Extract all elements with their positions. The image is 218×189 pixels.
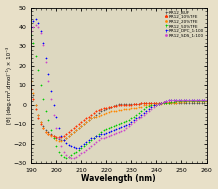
RR12_SDS_1:100 xyxy=(30,30,32,32)
RR12_20%TFE xyxy=(198,100,200,102)
RR12_SDS_1:100 xyxy=(120,130,123,132)
RR12_SDS_1:100 xyxy=(140,115,143,118)
RR12_SDS_1:100 xyxy=(35,24,37,26)
RR12_DPC_1:100 xyxy=(30,26,32,28)
RR12_SDS_1:100 xyxy=(205,99,208,101)
RR12_10%TFE xyxy=(82,119,85,122)
RR12_10%TFE xyxy=(198,100,200,102)
RR12_DPC_1:100 xyxy=(120,126,123,128)
RR12_BUF xyxy=(60,139,62,141)
RR12_20%TFE xyxy=(165,102,168,104)
RR12_10%TFE xyxy=(55,136,57,138)
RR12_SDS_1:100 xyxy=(193,99,195,101)
RR12_50%TFE xyxy=(198,100,200,102)
RR12_20%TFE xyxy=(138,106,140,108)
RR12_50%TFE xyxy=(138,112,140,114)
Y-axis label: [θ] (deg.cm².dmol⁻¹) × 10⁻³: [θ] (deg.cm².dmol⁻¹) × 10⁻³ xyxy=(5,47,12,124)
RR12_BUF xyxy=(35,104,37,106)
RR12_10%TFE xyxy=(118,104,120,106)
RR12_50%TFE xyxy=(30,34,32,36)
RR12_BUF xyxy=(30,84,32,87)
RR12_10%TFE xyxy=(30,88,32,90)
RR12_BUF xyxy=(205,102,208,104)
RR12_DPC_1:100 xyxy=(200,99,203,101)
RR12_10%TFE xyxy=(165,101,168,103)
RR12_SDS_1:100 xyxy=(57,137,60,139)
RR12_DPC_1:100 xyxy=(193,99,195,101)
Line: RR12_BUF: RR12_BUF xyxy=(30,84,207,141)
RR12_50%TFE xyxy=(205,100,208,102)
RR12_10%TFE xyxy=(138,103,140,105)
RR12_20%TFE xyxy=(205,100,208,102)
Legend: RR12_BUF, RR12_10%TFE, RR12_20%TFE, RR12_50%TFE, RR12_DPC_1:100, RR12_SDS_1:100: RR12_BUF, RR12_10%TFE, RR12_20%TFE, RR12… xyxy=(165,10,204,38)
RR12_50%TFE xyxy=(65,157,67,160)
RR12_BUF xyxy=(82,123,85,125)
RR12_SDS_1:100 xyxy=(70,157,72,160)
RR12_50%TFE xyxy=(165,102,168,104)
RR12_50%TFE xyxy=(118,123,120,125)
RR12_BUF xyxy=(165,102,168,104)
RR12_20%TFE xyxy=(30,80,32,83)
Line: RR12_SDS_1:100: RR12_SDS_1:100 xyxy=(30,25,207,159)
RR12_20%TFE xyxy=(57,140,60,142)
RR12_SDS_1:100 xyxy=(37,26,40,28)
Line: RR12_DPC_1:100: RR12_DPC_1:100 xyxy=(30,18,207,149)
RR12_50%TFE xyxy=(35,55,37,57)
RR12_SDS_1:100 xyxy=(200,99,203,101)
RR12_BUF xyxy=(118,103,120,105)
RR12_DPC_1:100 xyxy=(205,99,208,101)
RR12_DPC_1:100 xyxy=(37,22,40,24)
RR12_10%TFE xyxy=(205,100,208,102)
Line: RR12_20%TFE: RR12_20%TFE xyxy=(30,81,207,141)
RR12_20%TFE xyxy=(82,123,85,125)
RR12_DPC_1:100 xyxy=(35,18,37,20)
RR12_BUF xyxy=(138,103,140,105)
RR12_20%TFE xyxy=(118,108,120,111)
RR12_DPC_1:100 xyxy=(57,127,60,129)
Line: RR12_50%TFE: RR12_50%TFE xyxy=(30,34,207,159)
RR12_BUF xyxy=(198,102,200,104)
RR12_50%TFE xyxy=(82,145,85,147)
RR12_DPC_1:100 xyxy=(140,113,143,116)
X-axis label: Wavelength (nm): Wavelength (nm) xyxy=(82,174,156,184)
RR12_10%TFE xyxy=(35,108,37,110)
Line: RR12_10%TFE: RR12_10%TFE xyxy=(30,88,207,138)
RR12_20%TFE xyxy=(35,104,37,106)
RR12_DPC_1:100 xyxy=(75,146,77,149)
